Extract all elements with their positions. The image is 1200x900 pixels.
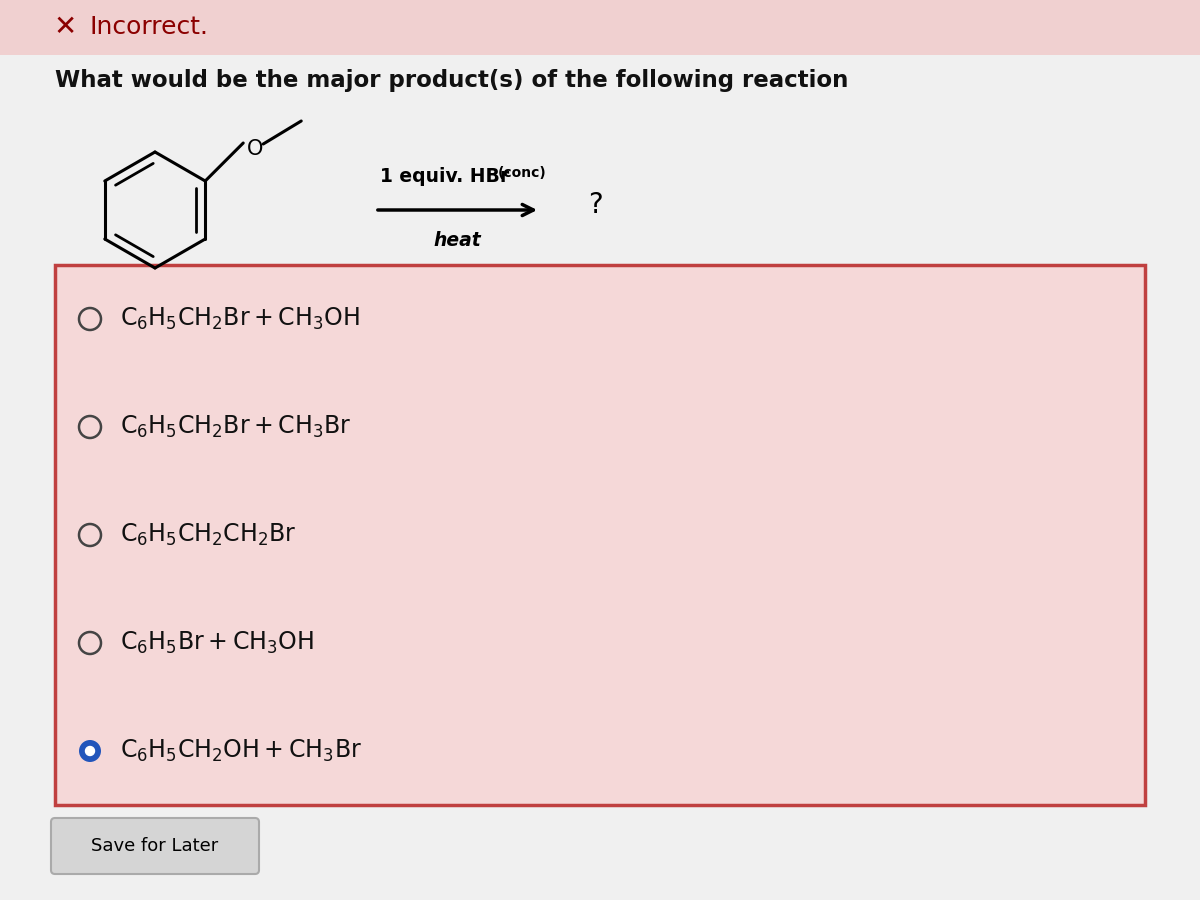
Text: $\mathregular{C_6H_5CH_2CH_2Br}$: $\mathregular{C_6H_5CH_2CH_2Br}$ [120,522,296,548]
Text: ?: ? [588,191,602,219]
Text: Save for Later: Save for Later [91,837,218,855]
FancyBboxPatch shape [50,818,259,874]
Circle shape [85,746,95,755]
Text: ✕: ✕ [53,14,77,41]
Text: $\mathregular{C_6H_5CH_2Br + CH_3OH}$: $\mathregular{C_6H_5CH_2Br + CH_3OH}$ [120,306,360,332]
Text: What would be the major product(s) of the following reaction: What would be the major product(s) of th… [55,68,848,92]
FancyBboxPatch shape [55,265,1145,805]
Text: heat: heat [433,230,481,249]
Text: Incorrect.: Incorrect. [90,15,209,40]
Text: $\mathregular{C_6H_5CH_2Br + CH_3Br}$: $\mathregular{C_6H_5CH_2Br + CH_3Br}$ [120,414,352,440]
Bar [0,0,1200,55]
Text: $\mathregular{C_6H_5CH_2OH + CH_3Br}$: $\mathregular{C_6H_5CH_2OH + CH_3Br}$ [120,738,362,764]
Text: O: O [247,139,264,159]
Text: $\mathregular{C_6H_5Br + CH_3OH}$: $\mathregular{C_6H_5Br + CH_3OH}$ [120,630,314,656]
Text: (conc): (conc) [498,166,547,180]
Text: 1 equiv. HBr: 1 equiv. HBr [380,167,509,186]
Circle shape [79,740,101,762]
